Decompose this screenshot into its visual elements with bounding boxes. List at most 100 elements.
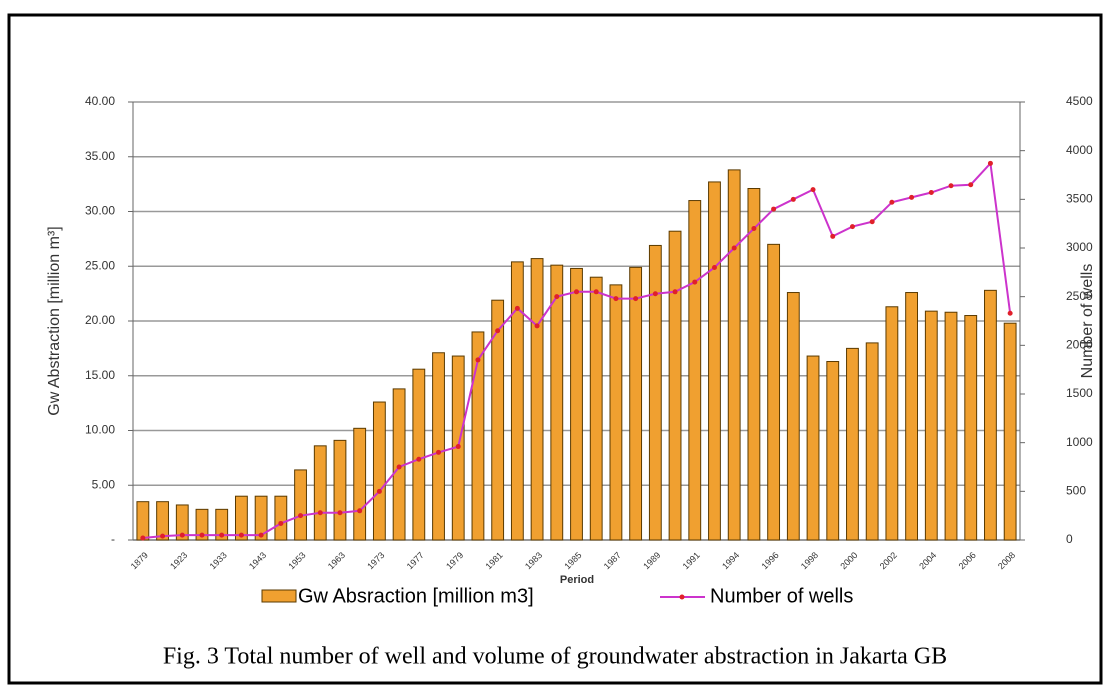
marker bbox=[258, 532, 264, 538]
marker bbox=[830, 233, 836, 239]
y2-tick-label: 3500 bbox=[1066, 192, 1093, 206]
marker bbox=[238, 532, 244, 538]
bar bbox=[786, 292, 800, 541]
bar bbox=[846, 347, 859, 541]
bar bbox=[195, 508, 209, 541]
bar bbox=[491, 299, 505, 541]
x-tick-label: 1996 bbox=[759, 550, 780, 571]
marker bbox=[534, 323, 540, 329]
x-tick-label: 1879 bbox=[129, 550, 150, 571]
bar bbox=[806, 355, 820, 541]
x-tick-label: 1963 bbox=[326, 550, 347, 571]
x-tick-label: 1983 bbox=[523, 550, 544, 571]
caption: Fig. 3 Total number of well and volume o… bbox=[163, 644, 947, 670]
y2-tick-label: 0 bbox=[1066, 532, 1073, 546]
bar bbox=[648, 244, 662, 541]
y2-tick-label: 4000 bbox=[1066, 143, 1093, 157]
x-tick-label: 1991 bbox=[681, 550, 702, 571]
marker bbox=[514, 305, 520, 311]
marker bbox=[790, 196, 796, 202]
bar bbox=[668, 230, 682, 541]
marker bbox=[455, 444, 461, 450]
marker bbox=[199, 532, 205, 538]
y-tick-label: 25.00 bbox=[85, 258, 115, 272]
bar bbox=[136, 501, 150, 541]
y-tick-label: 30.00 bbox=[85, 204, 115, 218]
bar bbox=[964, 315, 978, 541]
bar bbox=[826, 361, 840, 541]
legend-swatch bbox=[261, 589, 297, 603]
marker bbox=[219, 532, 225, 538]
x-tick-label: 1933 bbox=[208, 550, 229, 571]
marker bbox=[968, 182, 974, 188]
bar bbox=[175, 504, 189, 541]
legend-label: Gw Absraction [million m3] bbox=[298, 585, 534, 607]
marker bbox=[416, 456, 422, 462]
marker bbox=[652, 291, 658, 297]
bar bbox=[589, 276, 603, 541]
marker bbox=[298, 513, 304, 519]
y-axis-label: Gw Abstraction [million m³] bbox=[46, 226, 63, 415]
marker bbox=[810, 187, 816, 193]
marker bbox=[278, 520, 284, 526]
marker bbox=[179, 532, 185, 538]
y2-tick-label: 500 bbox=[1066, 484, 1086, 498]
x-tick-label: 2008 bbox=[996, 550, 1017, 571]
x-tick-label: 1994 bbox=[720, 550, 741, 571]
y2-tick-label: 3000 bbox=[1066, 240, 1093, 254]
marker bbox=[574, 289, 579, 295]
marker bbox=[751, 226, 757, 232]
marker bbox=[495, 328, 501, 334]
marker bbox=[396, 464, 402, 470]
bar bbox=[550, 264, 564, 541]
marker bbox=[317, 510, 323, 516]
marker bbox=[1007, 310, 1013, 316]
frame bbox=[7, 13, 1103, 685]
y2-axis-label: Number of wells bbox=[1079, 264, 1096, 379]
y-tick-label: 15.00 bbox=[85, 368, 115, 382]
marker bbox=[160, 533, 166, 539]
marker bbox=[593, 289, 599, 295]
marker bbox=[987, 160, 993, 166]
y-tick-label: 20.00 bbox=[85, 313, 115, 327]
x-tick-label: 1979 bbox=[444, 550, 465, 571]
bar bbox=[372, 401, 386, 541]
marker bbox=[711, 264, 717, 270]
bar bbox=[629, 266, 643, 541]
legend-label: Number of wells bbox=[710, 585, 853, 607]
x-tick-label: 1985 bbox=[562, 550, 583, 571]
bar bbox=[313, 445, 327, 541]
bar bbox=[944, 311, 958, 541]
bar bbox=[708, 181, 721, 541]
marker bbox=[909, 194, 915, 200]
marker bbox=[376, 488, 382, 494]
x-tick-label: 2006 bbox=[957, 550, 978, 571]
bar bbox=[412, 368, 426, 541]
x-tick-label: 2000 bbox=[838, 550, 859, 571]
bar bbox=[432, 352, 445, 541]
y2-tick-label: 4500 bbox=[1066, 94, 1093, 108]
marker bbox=[928, 190, 934, 196]
marker bbox=[672, 289, 678, 295]
bar bbox=[510, 261, 524, 541]
bar bbox=[609, 284, 623, 541]
x-tick-label: 1987 bbox=[602, 550, 623, 571]
y-tick-label: 10.00 bbox=[85, 423, 115, 437]
y-tick-label: 40.00 bbox=[85, 94, 115, 108]
marker bbox=[948, 183, 954, 189]
bar bbox=[984, 289, 997, 541]
x-tick-label: 2004 bbox=[917, 550, 938, 571]
marker bbox=[436, 449, 442, 455]
marker bbox=[869, 219, 875, 225]
x-tick-label: 2002 bbox=[878, 550, 899, 571]
x-tick-label: 1973 bbox=[365, 550, 386, 571]
y2-tick-label: 2500 bbox=[1066, 289, 1093, 303]
bar bbox=[688, 200, 702, 541]
x-axis-label: Period bbox=[560, 574, 594, 586]
x-tick-label: 1998 bbox=[799, 550, 820, 571]
bar bbox=[274, 495, 288, 541]
bar bbox=[254, 495, 268, 541]
y-tick-label: 35.00 bbox=[85, 149, 115, 163]
marker bbox=[692, 279, 698, 285]
